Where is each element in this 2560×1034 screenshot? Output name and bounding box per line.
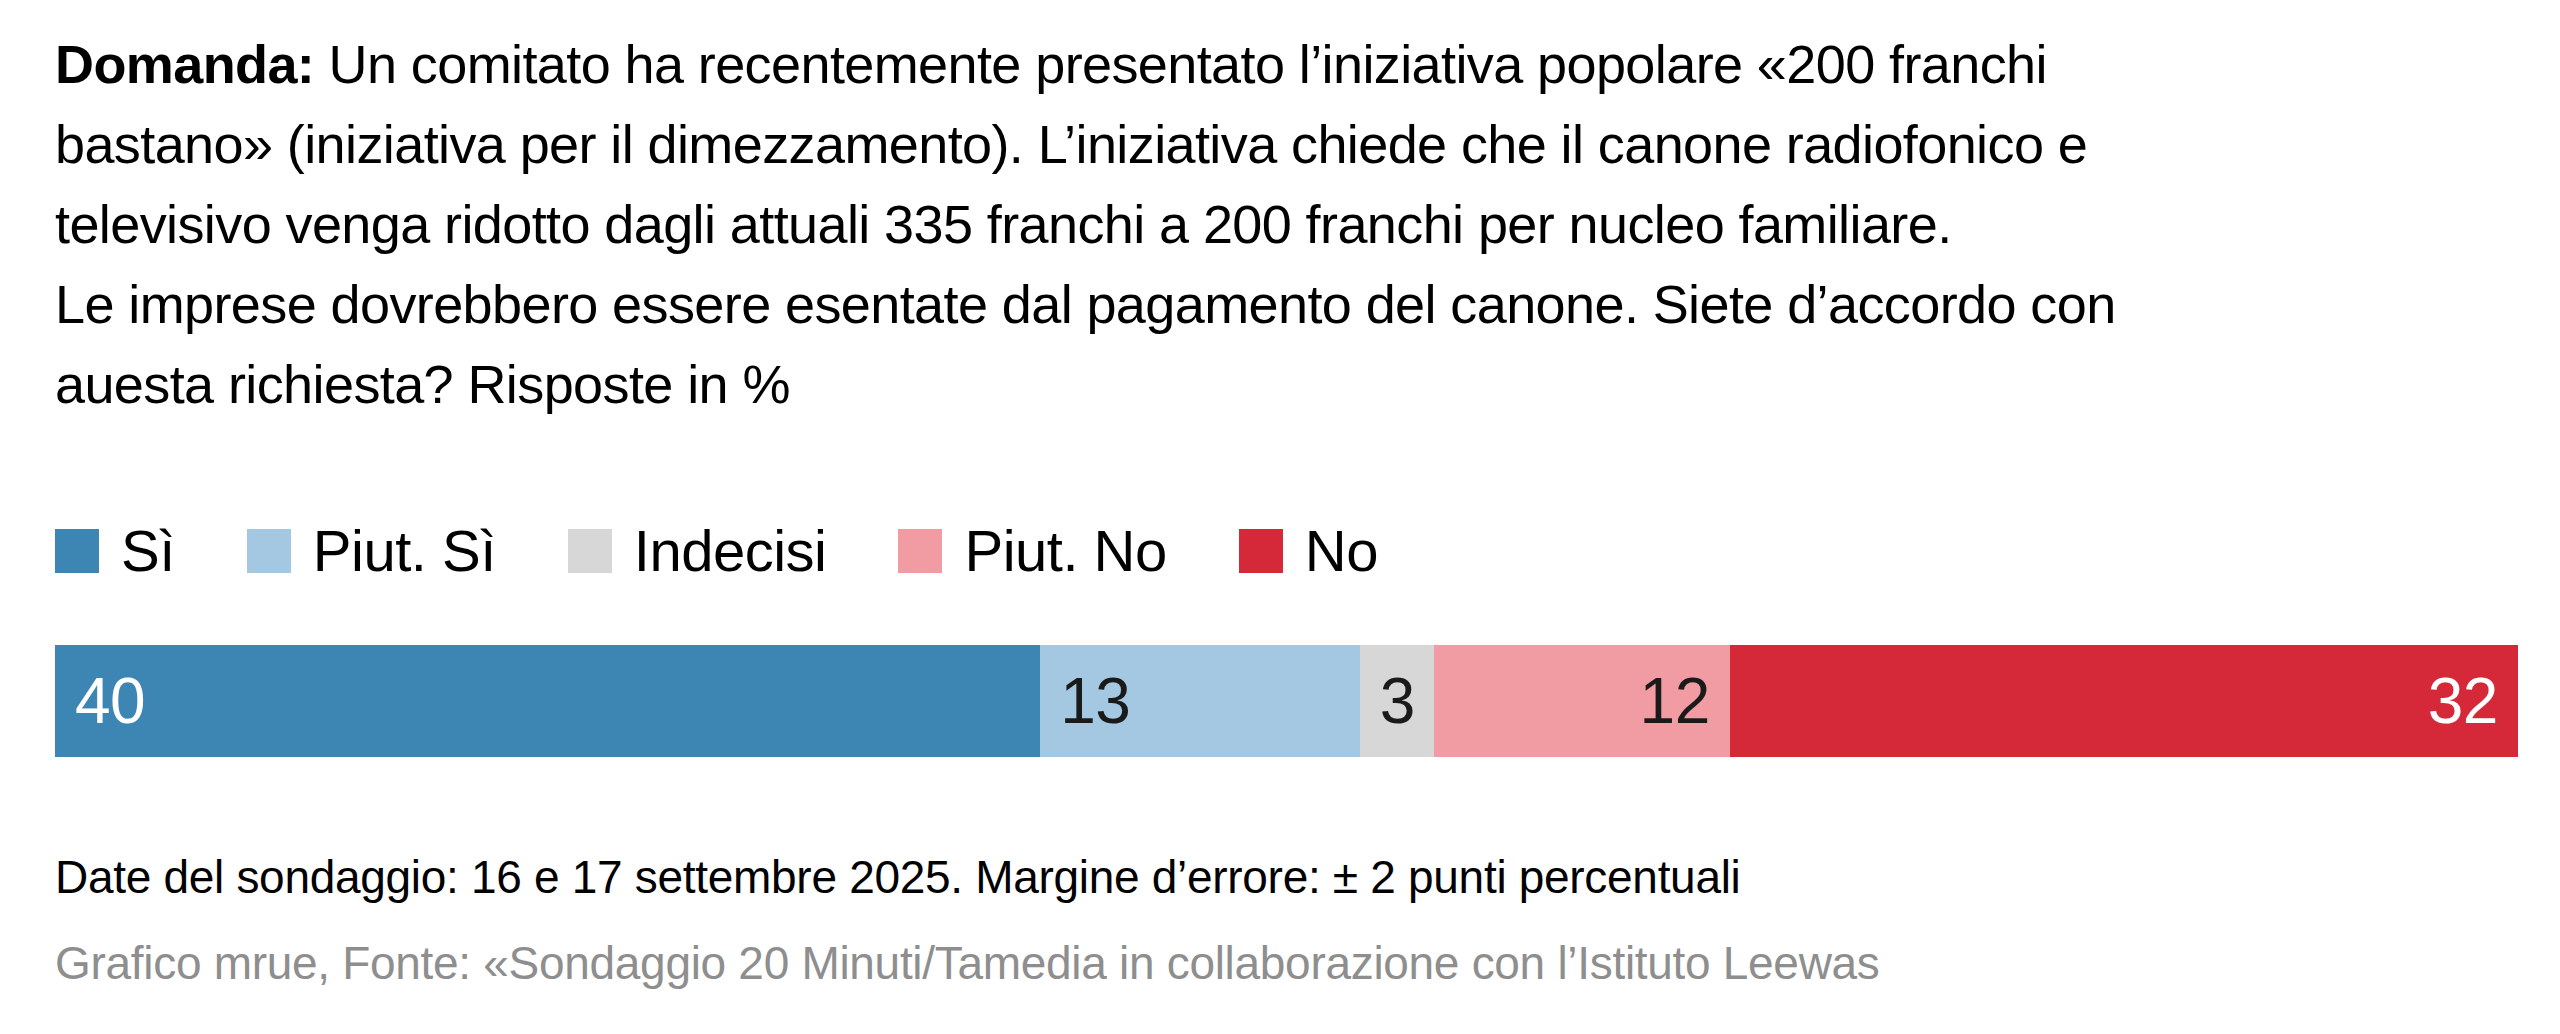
bar-segment-label: 12 bbox=[1640, 669, 1710, 733]
bar-segment-label: 32 bbox=[2428, 669, 2498, 733]
legend-swatch-icon bbox=[1239, 529, 1283, 573]
question-line: televisivo venga ridotto dagli attuali 3… bbox=[55, 184, 2116, 264]
legend-swatch-icon bbox=[55, 529, 99, 573]
question-line: Domanda: Un comitato ha recentemente pre… bbox=[55, 24, 2116, 104]
legend-item: Indecisi bbox=[568, 517, 827, 584]
bar-segment-label: 40 bbox=[75, 669, 145, 733]
source-credit-text: Grafico mrue, Fonte: «Sondaggio 20 Minut… bbox=[55, 936, 1880, 990]
question-line: bastano» (iniziativa per il dimezzamento… bbox=[55, 104, 2116, 184]
question-text: Domanda: Un comitato ha recentemente pre… bbox=[55, 24, 2116, 424]
legend-swatch-icon bbox=[247, 529, 291, 573]
bar-segment: 12 bbox=[1434, 645, 1730, 757]
bar-segment-label: 3 bbox=[1380, 669, 1415, 733]
legend-item: Piut. No bbox=[898, 517, 1166, 584]
legend-swatch-icon bbox=[898, 529, 942, 573]
question-line: Le imprese dovrebbero essere esentate da… bbox=[55, 264, 2116, 344]
legend-label: Sì bbox=[121, 517, 175, 584]
bar-segment-label: 13 bbox=[1060, 669, 1130, 733]
legend-item: No bbox=[1239, 517, 1378, 584]
stacked-bar: 40 13 3 12 32 bbox=[55, 645, 2518, 757]
bar-segment: 40 bbox=[55, 645, 1040, 757]
legend-label: Piut. Sì bbox=[313, 517, 496, 584]
question-line: auesta richiesta? Risposte in % bbox=[55, 344, 2116, 424]
chart-canvas: Domanda: Un comitato ha recentemente pre… bbox=[0, 0, 2560, 1034]
question-line-rest: Un comitato ha recentemente presentato l… bbox=[314, 34, 2047, 94]
legend-label: No bbox=[1305, 517, 1378, 584]
bar-segment: 13 bbox=[1040, 645, 1360, 757]
legend: Sì Piut. Sì Indecisi Piut. No No bbox=[55, 517, 1378, 584]
legend-swatch-icon bbox=[568, 529, 612, 573]
legend-item: Piut. Sì bbox=[247, 517, 496, 584]
survey-info-text: Date del sondaggio: 16 e 17 settembre 20… bbox=[55, 850, 1741, 904]
bar-segment: 32 bbox=[1730, 645, 2518, 757]
bar-segment: 3 bbox=[1360, 645, 1434, 757]
question-label: Domanda: bbox=[55, 34, 314, 94]
legend-item: Sì bbox=[55, 517, 175, 584]
legend-label: Indecisi bbox=[634, 517, 827, 584]
legend-label: Piut. No bbox=[964, 517, 1166, 584]
